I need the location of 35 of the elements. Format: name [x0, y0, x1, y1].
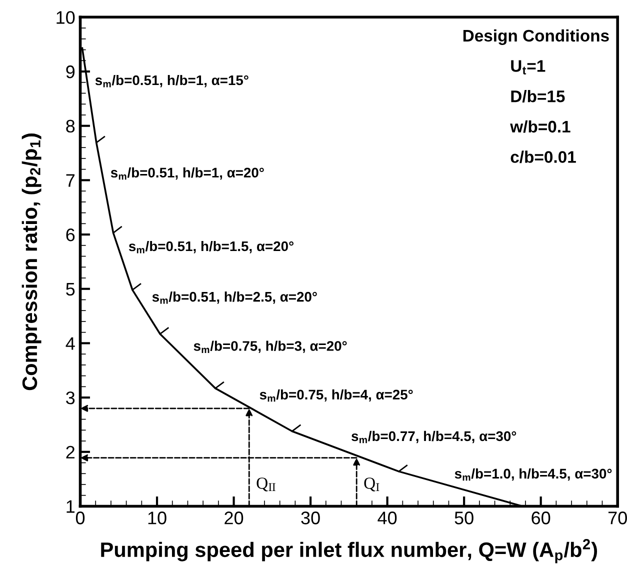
- y-axis-title: Compression ratio, (p$_{2}$/p$_{1}$): [22, 134, 42, 390]
- x-axis-title: Pumping speed per inlet flux number, Q=W (A$_{p}$/b$^{2}$): [101, 539, 598, 564]
- annotation: Q$_{II}$: [256, 478, 276, 492]
- y-tick-label: 2: [66, 446, 74, 458]
- annotation: Q$_{I}$: [364, 478, 380, 492]
- y-tick-label: 8: [66, 120, 75, 133]
- annotation: s$_{m}$/b=0.51, h/b=1, α=20°: [110, 167, 264, 180]
- annotation: Design Conditions: [463, 29, 609, 45]
- annotation: s$_{m}$/b=0.51, h/b=1.5, α=20°: [128, 240, 294, 254]
- x-tick-label: 50: [454, 512, 474, 524]
- annotation: s$_{m}$/b=0.77, h/b=4.5, α=30°: [352, 430, 516, 444]
- y-tick-label: 6: [66, 228, 75, 242]
- x-tick-label: 30: [301, 512, 320, 524]
- x-tick-label: 40: [378, 512, 397, 524]
- x-tick-label: 20: [224, 512, 244, 524]
- annotation: c/b=0.01: [510, 150, 576, 164]
- annotation: s$_{m}$/b=0.75, h/b=4, α=25°: [260, 389, 413, 402]
- x-tick-label: 0: [76, 512, 85, 524]
- y-tick-label: 10: [56, 11, 75, 24]
- annotation: w/b=0.1: [510, 120, 570, 133]
- y-tick-label: 1: [66, 500, 75, 513]
- annotation: s$_{m}$/b=0.51, h/b=1, α=15°: [95, 74, 248, 88]
- annotation: U$_{t}$=1: [511, 60, 546, 74]
- y-tick-label: 5: [66, 282, 75, 296]
- annotation: D/b=15: [511, 90, 565, 102]
- y-tick-label: 4: [66, 337, 75, 350]
- y-tick-label: 9: [66, 65, 75, 78]
- x-tick-label: 10: [148, 512, 166, 524]
- annotation: s$_{m}$/b=1.0, h/b=4.5, α=30°: [454, 468, 612, 481]
- annotation: s$_{m}$/b=0.51, h/b=2.5, α=20°: [152, 292, 317, 304]
- x-tick-label: 70: [608, 512, 627, 524]
- y-tick-label: 7: [66, 174, 74, 187]
- annotation: s$_{m}$/b=0.75, h/b=3, α=20°: [194, 340, 347, 353]
- y-tick-label: 3: [66, 391, 75, 404]
- x-tick-label: 60: [532, 512, 550, 524]
